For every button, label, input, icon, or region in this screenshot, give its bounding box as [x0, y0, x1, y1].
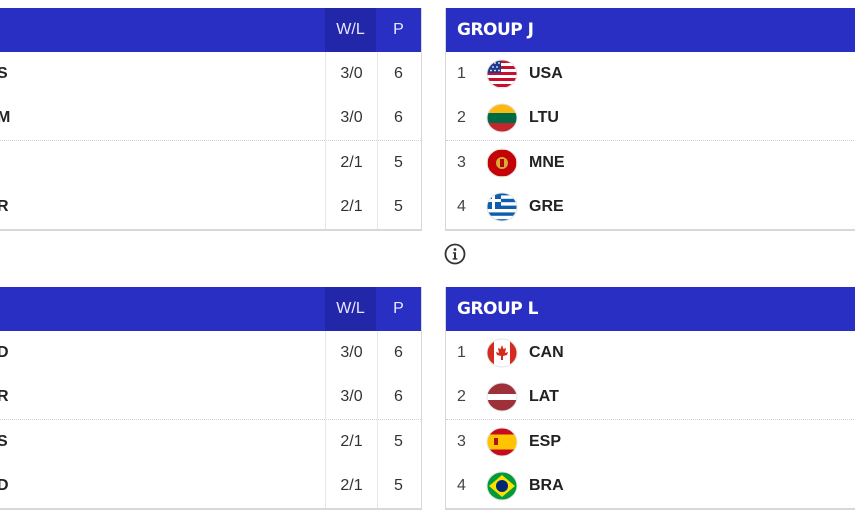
lithuania-flag-icon	[486, 103, 518, 133]
points-column-header[interactable]: P	[393, 21, 404, 38]
rank: 4	[457, 477, 466, 494]
rank: 1	[457, 344, 466, 361]
table-row[interactable]: D 2/1 5	[0, 464, 421, 508]
table-row[interactable]: S 3/0 6	[0, 52, 421, 96]
win-loss-value: 3/0	[325, 375, 378, 419]
table-row[interactable]: 1 USA	[446, 52, 855, 96]
spain-flag-icon	[486, 427, 518, 457]
team-name: R	[0, 388, 9, 405]
table-row[interactable]: R 2/1 5	[0, 185, 421, 229]
points-value: 6	[394, 109, 403, 126]
table-row[interactable]: S 2/1 5	[0, 419, 421, 464]
rank: 2	[457, 388, 466, 405]
table-row[interactable]: 4 BRA	[446, 464, 855, 508]
table-header: GROUP J	[446, 8, 855, 52]
points-value: 6	[394, 65, 403, 82]
table-row[interactable]: 4 GRE	[446, 185, 855, 229]
rank: 1	[457, 65, 466, 82]
table-row[interactable]: M 3/0 6	[0, 96, 421, 140]
team-code[interactable]: LTU	[529, 109, 559, 126]
table-row[interactable]: 2 LAT	[446, 375, 855, 419]
team-code[interactable]: BRA	[529, 477, 564, 494]
group-title[interactable]: GROUP J	[457, 20, 534, 40]
table-row[interactable]: D 3/0 6	[0, 331, 421, 375]
win-loss-value: 3/0	[325, 331, 378, 375]
win-loss-value: 2/1	[325, 185, 378, 229]
win-loss-value: 3/0	[325, 52, 378, 96]
montenegro-flag-icon	[486, 148, 518, 178]
points-value: 6	[394, 388, 403, 405]
table-header: W/L P	[0, 287, 421, 331]
team-code[interactable]: USA	[529, 65, 563, 82]
points-value: 5	[394, 198, 403, 215]
standings-table-group-j: GROUP J 1 USA 2	[445, 8, 855, 231]
points-value: 5	[394, 154, 403, 171]
table-header: GROUP L	[446, 287, 855, 331]
points-column-header[interactable]: P	[393, 300, 404, 317]
team-name: D	[0, 477, 9, 494]
table-row[interactable]: R 3/0 6	[0, 375, 421, 419]
team-name: S	[0, 433, 8, 450]
standings-table-bottom-left: W/L P D 3/0 6 R 3/0 6 S 2/1 5 D 2/1 5	[0, 287, 422, 510]
group-title[interactable]: GROUP L	[457, 299, 539, 319]
team-code[interactable]: MNE	[529, 154, 565, 171]
table-row[interactable]: 2 LTU	[446, 96, 855, 140]
points-value: 5	[394, 477, 403, 494]
rank: 4	[457, 198, 466, 215]
team-code[interactable]: CAN	[529, 344, 564, 361]
team-name: M	[0, 109, 11, 126]
rank: 3	[457, 433, 466, 450]
info-icon[interactable]	[444, 243, 466, 265]
team-code[interactable]: LAT	[529, 388, 559, 405]
rank: 3	[457, 154, 466, 171]
team-name: S	[0, 65, 8, 82]
brazil-flag-icon	[486, 471, 518, 501]
table-header: W/L P	[0, 8, 421, 52]
team-code[interactable]: GRE	[529, 198, 564, 215]
team-code[interactable]: ESP	[529, 433, 562, 450]
wl-column-header[interactable]: W/L	[325, 287, 376, 331]
table-row[interactable]: 2/1 5	[0, 140, 421, 185]
rank: 2	[457, 109, 466, 126]
win-loss-value: 2/1	[325, 141, 378, 185]
standings-table-top-left: W/L P S 3/0 6 M 3/0 6 2/1 5 R 2/1 5	[0, 8, 422, 231]
usa-flag-icon	[486, 59, 518, 89]
win-loss-value: 2/1	[325, 420, 378, 464]
table-row[interactable]: 1 CAN	[446, 331, 855, 375]
latvia-flag-icon	[486, 382, 518, 412]
win-loss-value: 2/1	[325, 464, 378, 508]
canada-flag-icon	[486, 338, 518, 368]
team-name: D	[0, 344, 9, 361]
standings-table-group-l: GROUP L 1 CAN 2 LAT 3	[445, 287, 855, 510]
team-name: R	[0, 198, 9, 215]
table-row[interactable]: 3 MNE	[446, 140, 855, 185]
wl-column-header[interactable]: W/L	[325, 8, 376, 52]
win-loss-value: 3/0	[325, 96, 378, 140]
table-row[interactable]: 3 ESP	[446, 419, 855, 464]
greece-flag-icon	[486, 192, 518, 222]
points-value: 5	[394, 433, 403, 450]
points-value: 6	[394, 344, 403, 361]
